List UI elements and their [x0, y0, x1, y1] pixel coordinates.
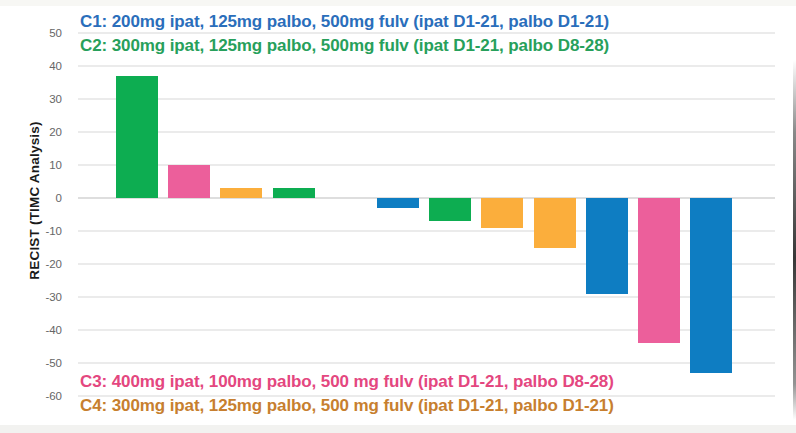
- bar-10-C1: [586, 198, 628, 294]
- bar-11-C3: [638, 198, 680, 343]
- bar-6-C1: [377, 198, 419, 208]
- legend-top: C1: 200mg ipat, 125mg palbo, 500mg fulv …: [80, 10, 609, 57]
- y-tick--50: -50: [2, 356, 62, 370]
- bar-3-C4: [220, 188, 262, 198]
- legend-cohort-c3: C3: 400mg ipat, 100mg palbo, 500 mg fulv…: [80, 370, 614, 394]
- bar-4-C2: [273, 188, 315, 198]
- legend-cohort-c1: C1: 200mg ipat, 125mg palbo, 500mg fulv …: [80, 10, 609, 34]
- y-tick-30: 30: [2, 92, 62, 106]
- y-tick--60: -60: [2, 389, 62, 403]
- y-tick--30: -30: [2, 290, 62, 304]
- y-tick-40: 40: [2, 59, 62, 73]
- bar-2-C3: [168, 165, 210, 198]
- frame-top-edge: [0, 0, 796, 6]
- legend-bottom: C3: 400mg ipat, 100mg palbo, 500 mg fulv…: [80, 370, 614, 417]
- gridline-20: [78, 131, 775, 133]
- y-tick-50: 50: [2, 26, 62, 40]
- bar-8-C4: [481, 198, 523, 228]
- legend-cohort-c2: C2: 300mg ipat, 125mg palbo, 500mg fulv …: [80, 34, 609, 58]
- bar-9-C4: [534, 198, 576, 248]
- bar-12-C1: [690, 198, 732, 373]
- gridline-30: [78, 98, 775, 100]
- frame-bottom-edge: [0, 425, 796, 433]
- y-tick--40: -40: [2, 323, 62, 337]
- legend-cohort-c4: C4: 300mg ipat, 125mg palbo, 500 mg fulv…: [80, 394, 614, 418]
- gridline-40: [78, 65, 775, 67]
- y-axis-title: RECIST (TIMC Analysis): [27, 111, 42, 291]
- waterfall-chart: 50403020100-10-20-30-40-50-60 RECIST (TI…: [0, 0, 796, 433]
- bar-1-C2: [116, 76, 158, 198]
- bar-7-C2: [429, 198, 471, 221]
- gridline--50: [78, 362, 775, 364]
